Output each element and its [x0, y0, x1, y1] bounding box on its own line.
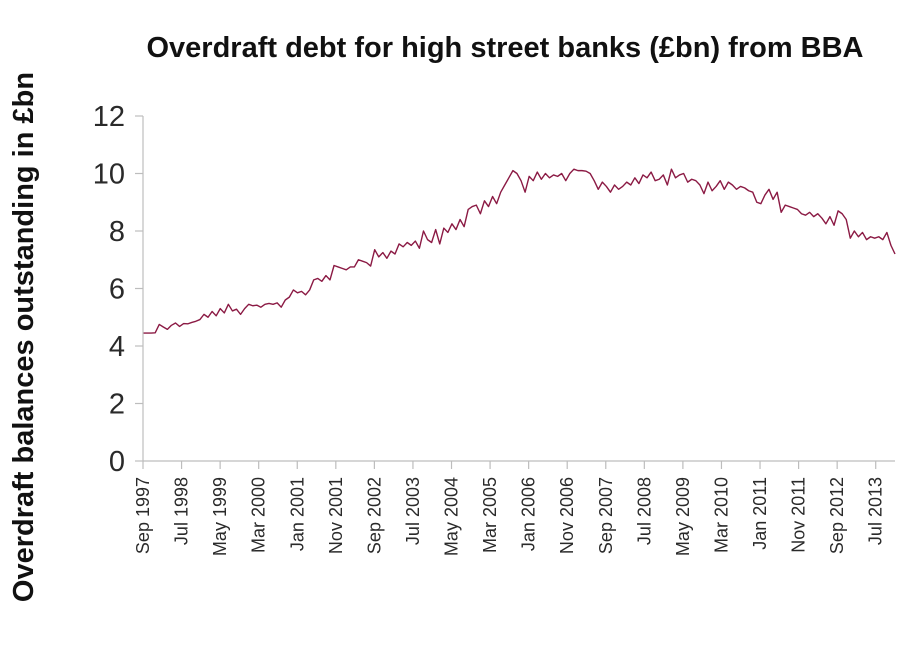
x-tick-label: Nov 2001	[326, 477, 346, 554]
x-tick-label: Nov 2011	[789, 477, 809, 553]
x-tick-label: Sep 1997	[133, 477, 153, 554]
x-tick-label: Jan 2006	[519, 477, 539, 551]
x-tick-label: Jul 1998	[172, 477, 192, 545]
x-tick-label: Mar 2000	[249, 477, 269, 553]
y-axis: 0 2 4 6 8 10 12	[93, 101, 143, 478]
x-tick-label: Jul 2013	[866, 477, 886, 545]
x-tick-label: Mar 2005	[480, 477, 500, 553]
y-tick-label: 10	[93, 159, 125, 191]
x-tick-label: Jan 2001	[287, 477, 307, 551]
x-tick-label: Jul 2008	[634, 477, 654, 545]
x-tick-label: Sep 2012	[827, 477, 847, 554]
series-line	[143, 168, 896, 334]
x-tick-label: Jan 2011	[750, 477, 770, 550]
x-tick-label: May 1999	[210, 477, 230, 556]
y-tick-label: 12	[93, 101, 125, 133]
y-axis-label: Overdraft balances outstanding in £bn	[8, 72, 40, 602]
y-tick-label: 2	[109, 389, 125, 421]
x-tick-label: May 2009	[673, 477, 693, 556]
x-tick-label: Sep 2007	[596, 477, 616, 554]
y-tick-label: 0	[109, 446, 125, 478]
y-tick-label: 6	[109, 274, 125, 306]
y-tick-label: 4	[109, 331, 125, 363]
x-tick-label: May 2004	[442, 477, 462, 556]
x-tick-label: Jul 2003	[403, 477, 423, 545]
x-tick-label: Nov 2006	[557, 477, 577, 554]
x-axis: Sep 1997 Jul 1998 May 1999 Mar 2000 Jan 2001…	[133, 461, 886, 556]
x-tick-label: Mar 2010	[711, 477, 731, 553]
x-tick-label: Sep 2002	[364, 477, 384, 554]
y-tick-label: 8	[109, 216, 125, 248]
chart-title: Overdraft debt for high street banks (£b…	[146, 32, 863, 64]
